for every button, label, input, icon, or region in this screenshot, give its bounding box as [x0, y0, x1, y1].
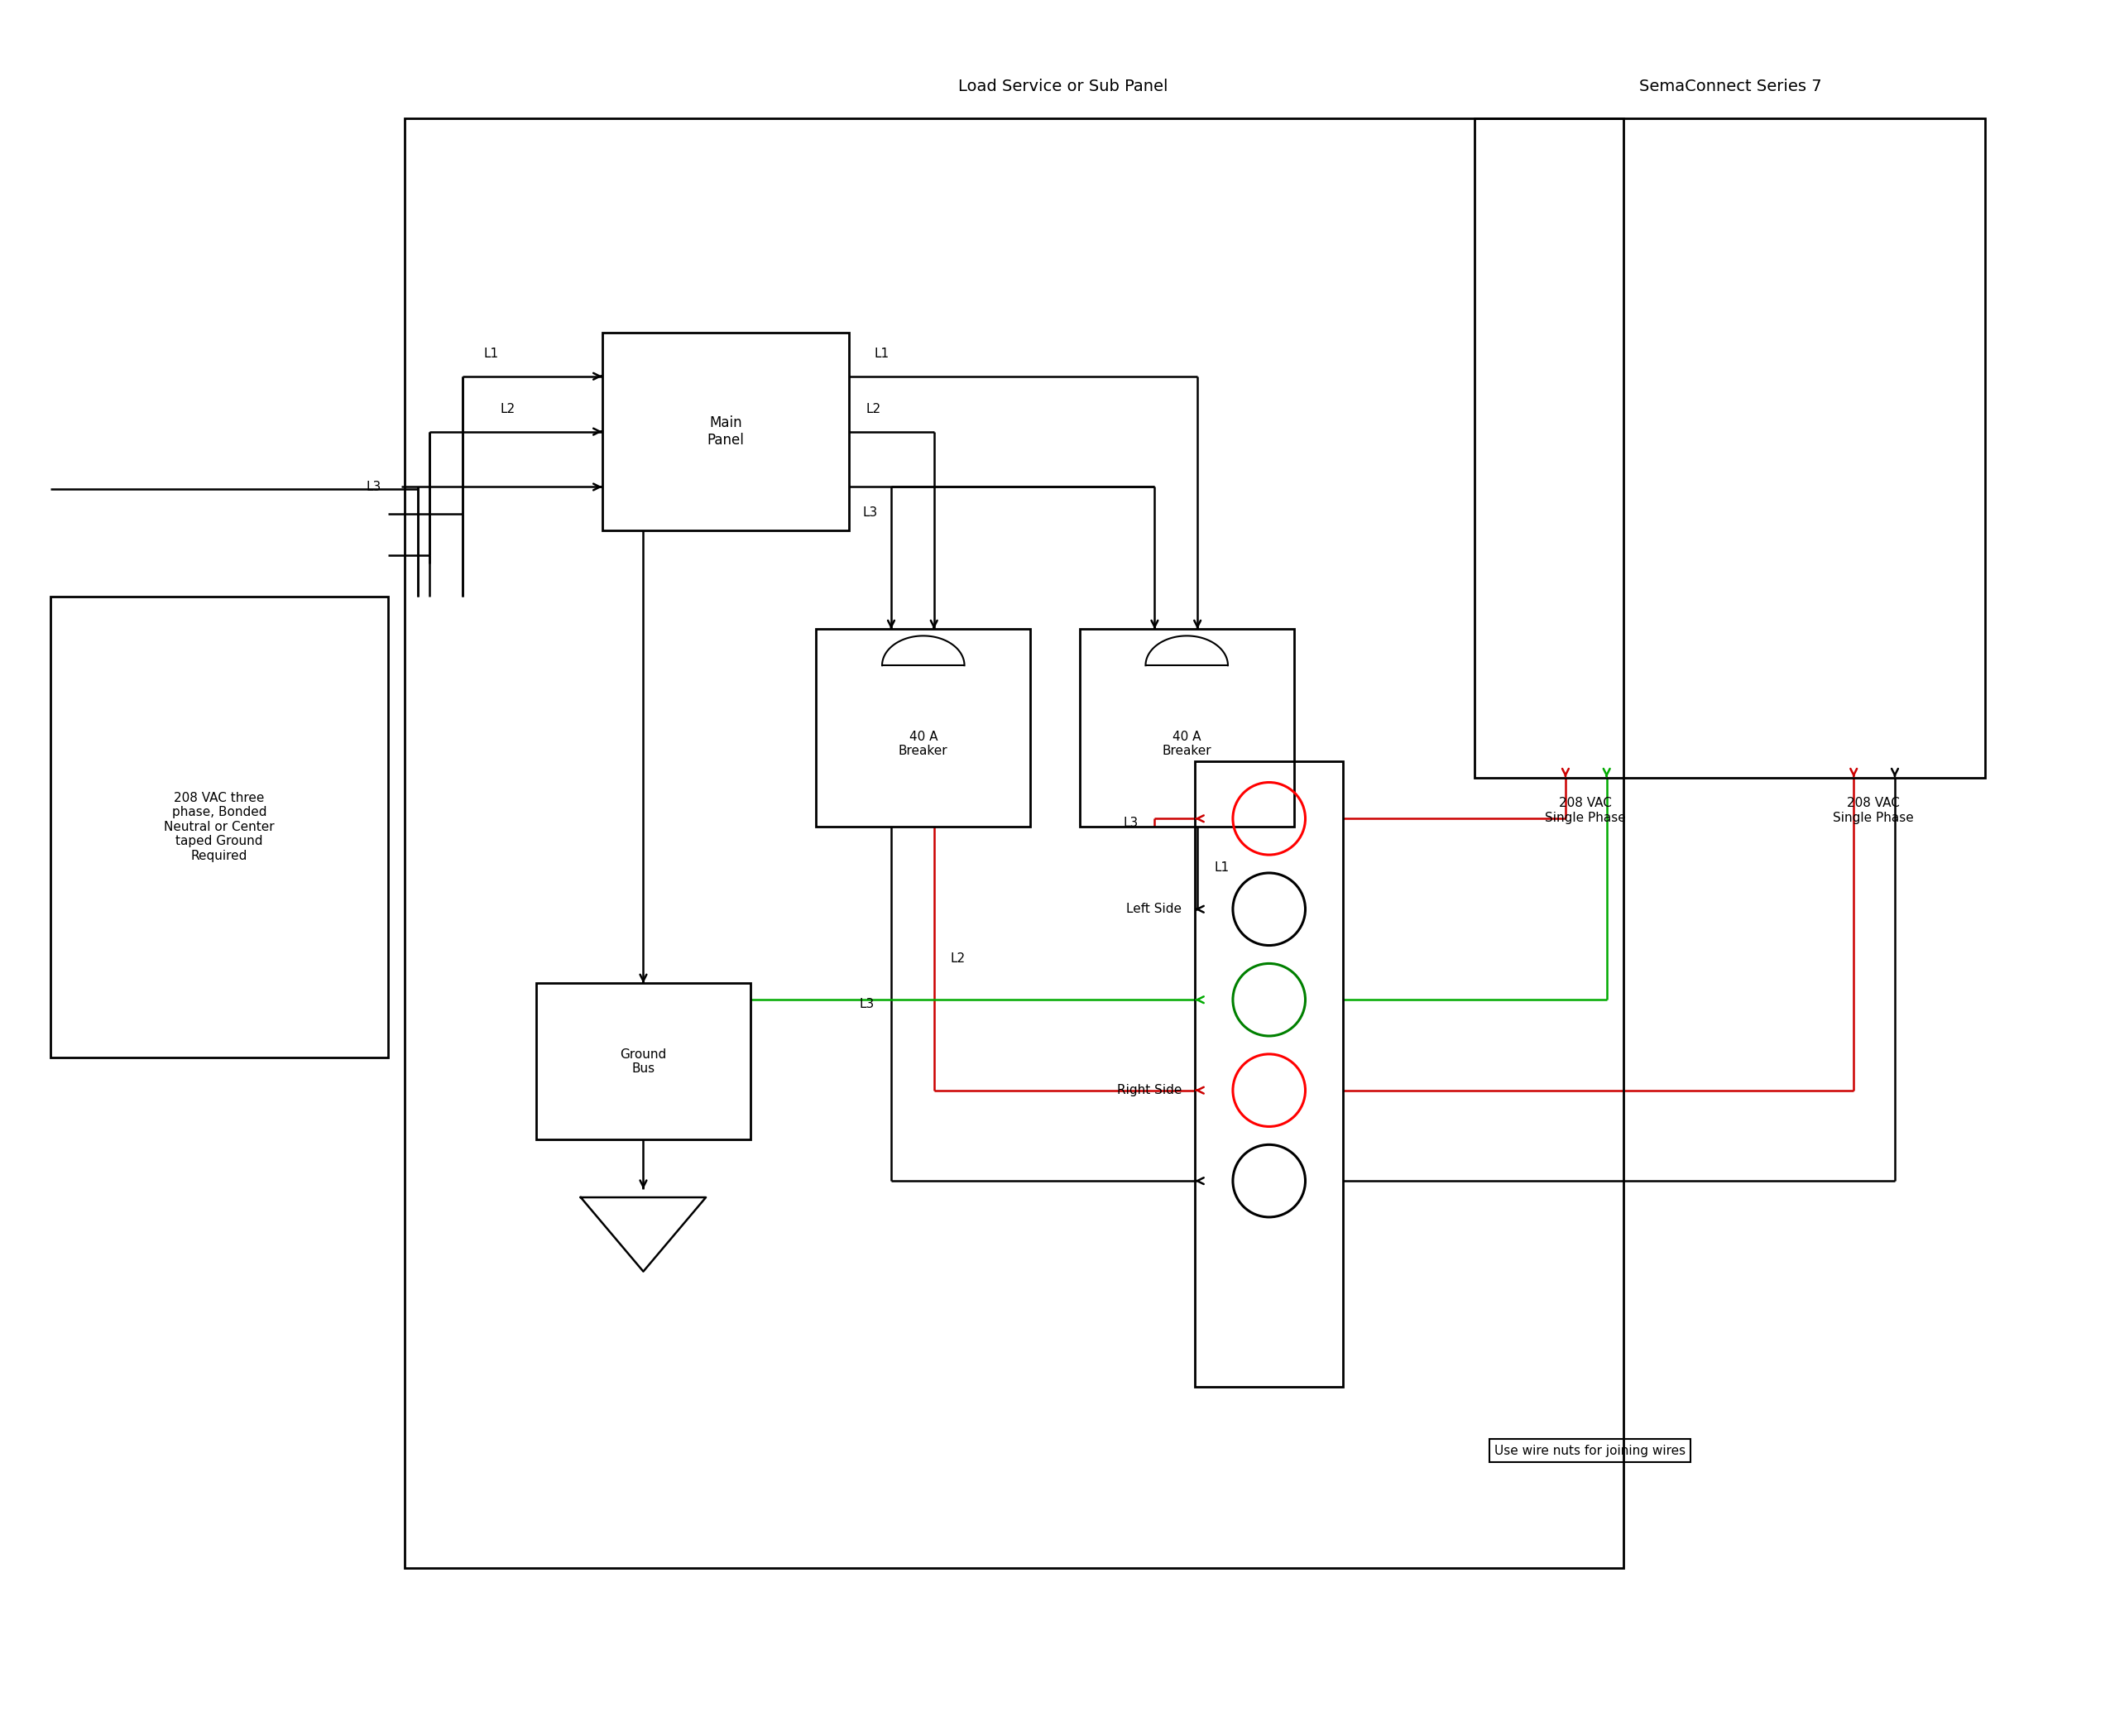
- Bar: [51, 595, 388, 1057]
- Text: L2: L2: [500, 403, 515, 415]
- Bar: [1475, 118, 1986, 778]
- Text: Load Service or Sub Panel: Load Service or Sub Panel: [958, 78, 1169, 94]
- Bar: [1080, 628, 1293, 826]
- Text: Right Side: Right Side: [1116, 1083, 1182, 1097]
- Text: Main
Panel: Main Panel: [707, 415, 745, 448]
- Text: L1: L1: [874, 347, 888, 359]
- Text: L3: L3: [367, 481, 382, 493]
- Bar: [536, 983, 751, 1141]
- Text: L2: L2: [865, 403, 880, 415]
- Text: SemaConnect Series 7: SemaConnect Series 7: [1639, 78, 1821, 94]
- Text: L3: L3: [863, 507, 878, 519]
- Bar: [817, 628, 1030, 826]
- Text: L2: L2: [949, 953, 966, 965]
- Text: Use wire nuts for joining wires: Use wire nuts for joining wires: [1494, 1444, 1686, 1457]
- Text: L1: L1: [483, 347, 498, 359]
- Text: 208 VAC
Single Phase: 208 VAC Single Phase: [1834, 797, 1914, 825]
- Bar: [405, 118, 1623, 1568]
- Text: L3: L3: [1123, 816, 1137, 828]
- Text: Ground
Bus: Ground Bus: [620, 1049, 667, 1075]
- Text: 40 A
Breaker: 40 A Breaker: [899, 731, 947, 757]
- Text: 208 VAC
Single Phase: 208 VAC Single Phase: [1545, 797, 1625, 825]
- Text: L3: L3: [859, 998, 876, 1010]
- Bar: [601, 333, 848, 531]
- Text: 208 VAC three
phase, Bonded
Neutral or Center
taped Ground
Required: 208 VAC three phase, Bonded Neutral or C…: [165, 792, 274, 861]
- Text: L1: L1: [1213, 861, 1228, 875]
- Text: 40 A
Breaker: 40 A Breaker: [1163, 731, 1211, 757]
- Text: Left Side: Left Side: [1127, 903, 1182, 915]
- Bar: [1194, 760, 1344, 1387]
